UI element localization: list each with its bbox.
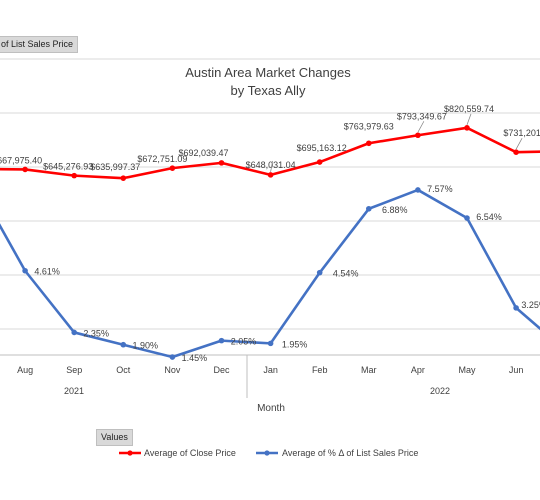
data-point bbox=[218, 160, 225, 166]
pct-change-data-label: 1.45% bbox=[182, 353, 208, 363]
data-point bbox=[415, 132, 421, 139]
leader-line bbox=[270, 160, 273, 172]
pct-change-data-label: 4.61% bbox=[34, 267, 60, 277]
data-point bbox=[22, 166, 28, 173]
data-point bbox=[415, 187, 421, 193]
close-price-data-label: $820,559.74 bbox=[444, 104, 494, 114]
close-price-data-label: $692,039.47 bbox=[178, 148, 228, 158]
leader-line bbox=[417, 121, 425, 133]
close-price-data-label: $763,979.63 bbox=[344, 121, 394, 131]
pct-change-data-label: 6.88% bbox=[382, 205, 408, 215]
legend-marker bbox=[264, 450, 270, 456]
pct-change-data-label: 2.35% bbox=[83, 328, 109, 338]
close-price-data-label: $793,349.67 bbox=[397, 111, 447, 121]
values-field-button[interactable]: Values bbox=[96, 429, 133, 446]
pct-change-data-label: 7.57% bbox=[427, 184, 453, 194]
axis-field-button[interactable]: of List Sales Price bbox=[0, 36, 79, 53]
legend-entry: Average of % Δ of List Sales Price bbox=[282, 448, 418, 458]
close-price-data-label: $731,201 bbox=[503, 128, 540, 138]
data-point bbox=[169, 165, 176, 171]
data-point bbox=[71, 329, 77, 336]
x-tick-label: Sep bbox=[66, 365, 82, 375]
x-tick-label: Jan bbox=[263, 365, 278, 375]
close-price-data-label: $648,031.04 bbox=[246, 160, 296, 170]
data-point bbox=[120, 175, 127, 181]
data-point bbox=[120, 341, 127, 348]
data-point bbox=[71, 172, 77, 179]
x-tick-label: Dec bbox=[213, 365, 230, 375]
chart-subtitle: by Texas Ally bbox=[231, 83, 306, 98]
data-point bbox=[267, 340, 274, 347]
data-point bbox=[169, 354, 176, 360]
leader-line bbox=[466, 113, 472, 125]
x-axis-title: Month bbox=[257, 403, 285, 414]
x-tick-label: May bbox=[458, 365, 476, 375]
data-point bbox=[316, 269, 323, 276]
x-tick-label: Feb bbox=[312, 365, 328, 375]
x-year-label: 2022 bbox=[430, 386, 450, 396]
close-price-data-label: $645,276.93 bbox=[43, 162, 93, 172]
close-price-data-label: $667,975.40 bbox=[0, 155, 42, 165]
pct-change-data-label: 1.95% bbox=[282, 339, 308, 349]
x-year-label: 2021 bbox=[64, 386, 84, 396]
close-price-data-label: $672,751.09 bbox=[137, 154, 187, 164]
chart-title: Austin Area Market Changes bbox=[185, 65, 351, 80]
x-tick-label: Aug bbox=[17, 365, 33, 375]
leader-line bbox=[515, 138, 523, 150]
x-tick-label: Apr bbox=[411, 365, 425, 375]
pct-change-data-label: 4.54% bbox=[333, 269, 359, 279]
data-point bbox=[267, 172, 274, 178]
data-point bbox=[22, 267, 28, 274]
data-point bbox=[513, 305, 519, 311]
pct-change-line bbox=[0, 188, 540, 359]
data-point bbox=[366, 205, 372, 212]
x-tick-label: Oct bbox=[116, 365, 131, 375]
data-point bbox=[316, 159, 323, 165]
x-tick-label: Nov bbox=[164, 365, 181, 375]
pct-change-data-label: 2.05% bbox=[231, 337, 257, 347]
pct-change-data-label: 1.90% bbox=[133, 341, 159, 351]
pct-change-data-label: 6.54% bbox=[476, 212, 502, 222]
data-point bbox=[464, 125, 470, 131]
data-point bbox=[366, 140, 372, 147]
close-price-data-label: $695,163.12 bbox=[297, 143, 347, 153]
data-point bbox=[218, 337, 225, 344]
data-point bbox=[464, 215, 470, 221]
data-point bbox=[513, 149, 519, 156]
legend-entry: Average of Close Price bbox=[144, 448, 236, 458]
close-price-data-label: $635,997.37 bbox=[90, 162, 140, 172]
x-tick-label: Jun bbox=[509, 365, 524, 375]
legend-marker bbox=[127, 450, 133, 456]
pct-change-data-label: 3.25% bbox=[521, 300, 540, 310]
x-tick-label: Mar bbox=[361, 365, 377, 375]
